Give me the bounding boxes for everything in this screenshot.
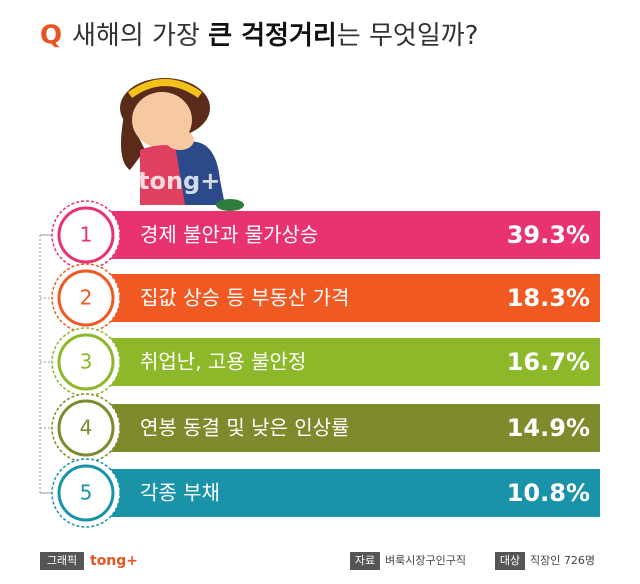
item-value: 39.3%	[507, 221, 590, 249]
item-value: 10.8%	[507, 479, 590, 507]
brand: tong+	[90, 553, 138, 569]
target-tag: 대상	[500, 554, 520, 567]
source-tag-box	[350, 552, 380, 570]
rank: 5	[80, 481, 93, 505]
item-bar	[100, 338, 600, 386]
source: 벼룩시장구인구직	[385, 554, 466, 567]
rank-circle	[57, 333, 115, 391]
footer: 그래픽 tong+ 자료 벼룩시장구인구직 대상 직장인 726명	[40, 552, 595, 570]
item-bar	[100, 274, 600, 322]
title-pre: 새해의 가장	[72, 21, 208, 51]
ranking-list: 1 경제 불안과 물가상승 39.3% 2 집값 상승 등 부동산 가격 18.3% 3 취업…	[39, 200, 600, 528]
item-bar	[100, 404, 600, 452]
illustration: tong+	[120, 78, 244, 211]
rank: 1	[80, 223, 93, 247]
item-label: 집값 상승 등 부동산 가격	[140, 286, 349, 310]
rank-circle	[57, 206, 115, 264]
q-mark: Q	[40, 21, 62, 51]
graphic-tag: 그래픽	[47, 554, 77, 567]
item-label: 연봉 동결 및 낮은 인상률	[140, 416, 349, 440]
item-bar	[100, 469, 600, 517]
item-label: 각종 부채	[140, 481, 220, 505]
target-tag-box	[495, 552, 525, 570]
rank: 2	[80, 286, 93, 310]
rank-circle	[57, 464, 115, 522]
item-value: 18.3%	[507, 284, 590, 312]
graphic-tag-box	[40, 552, 84, 570]
item-bar	[100, 211, 600, 259]
title-em: 큰 걱정거리	[208, 21, 337, 51]
item-label: 취업난, 고용 불안정	[140, 350, 306, 374]
title: 새해의 가장 큰 걱정거리는 무엇일까?	[72, 21, 478, 51]
rank: 3	[80, 350, 93, 374]
rank: 4	[80, 416, 93, 440]
rank-circle	[57, 399, 115, 457]
target: 직장인 726명	[530, 554, 595, 567]
item-value: 14.9%	[507, 414, 590, 442]
watermark: tong+	[138, 167, 220, 195]
item-label: 경제 불안과 물가상승	[140, 223, 318, 247]
rank-circle	[57, 269, 115, 327]
item-value: 16.7%	[507, 348, 590, 376]
title-post: 는 무엇일까?	[337, 21, 479, 51]
source-tag: 자료	[355, 554, 375, 567]
